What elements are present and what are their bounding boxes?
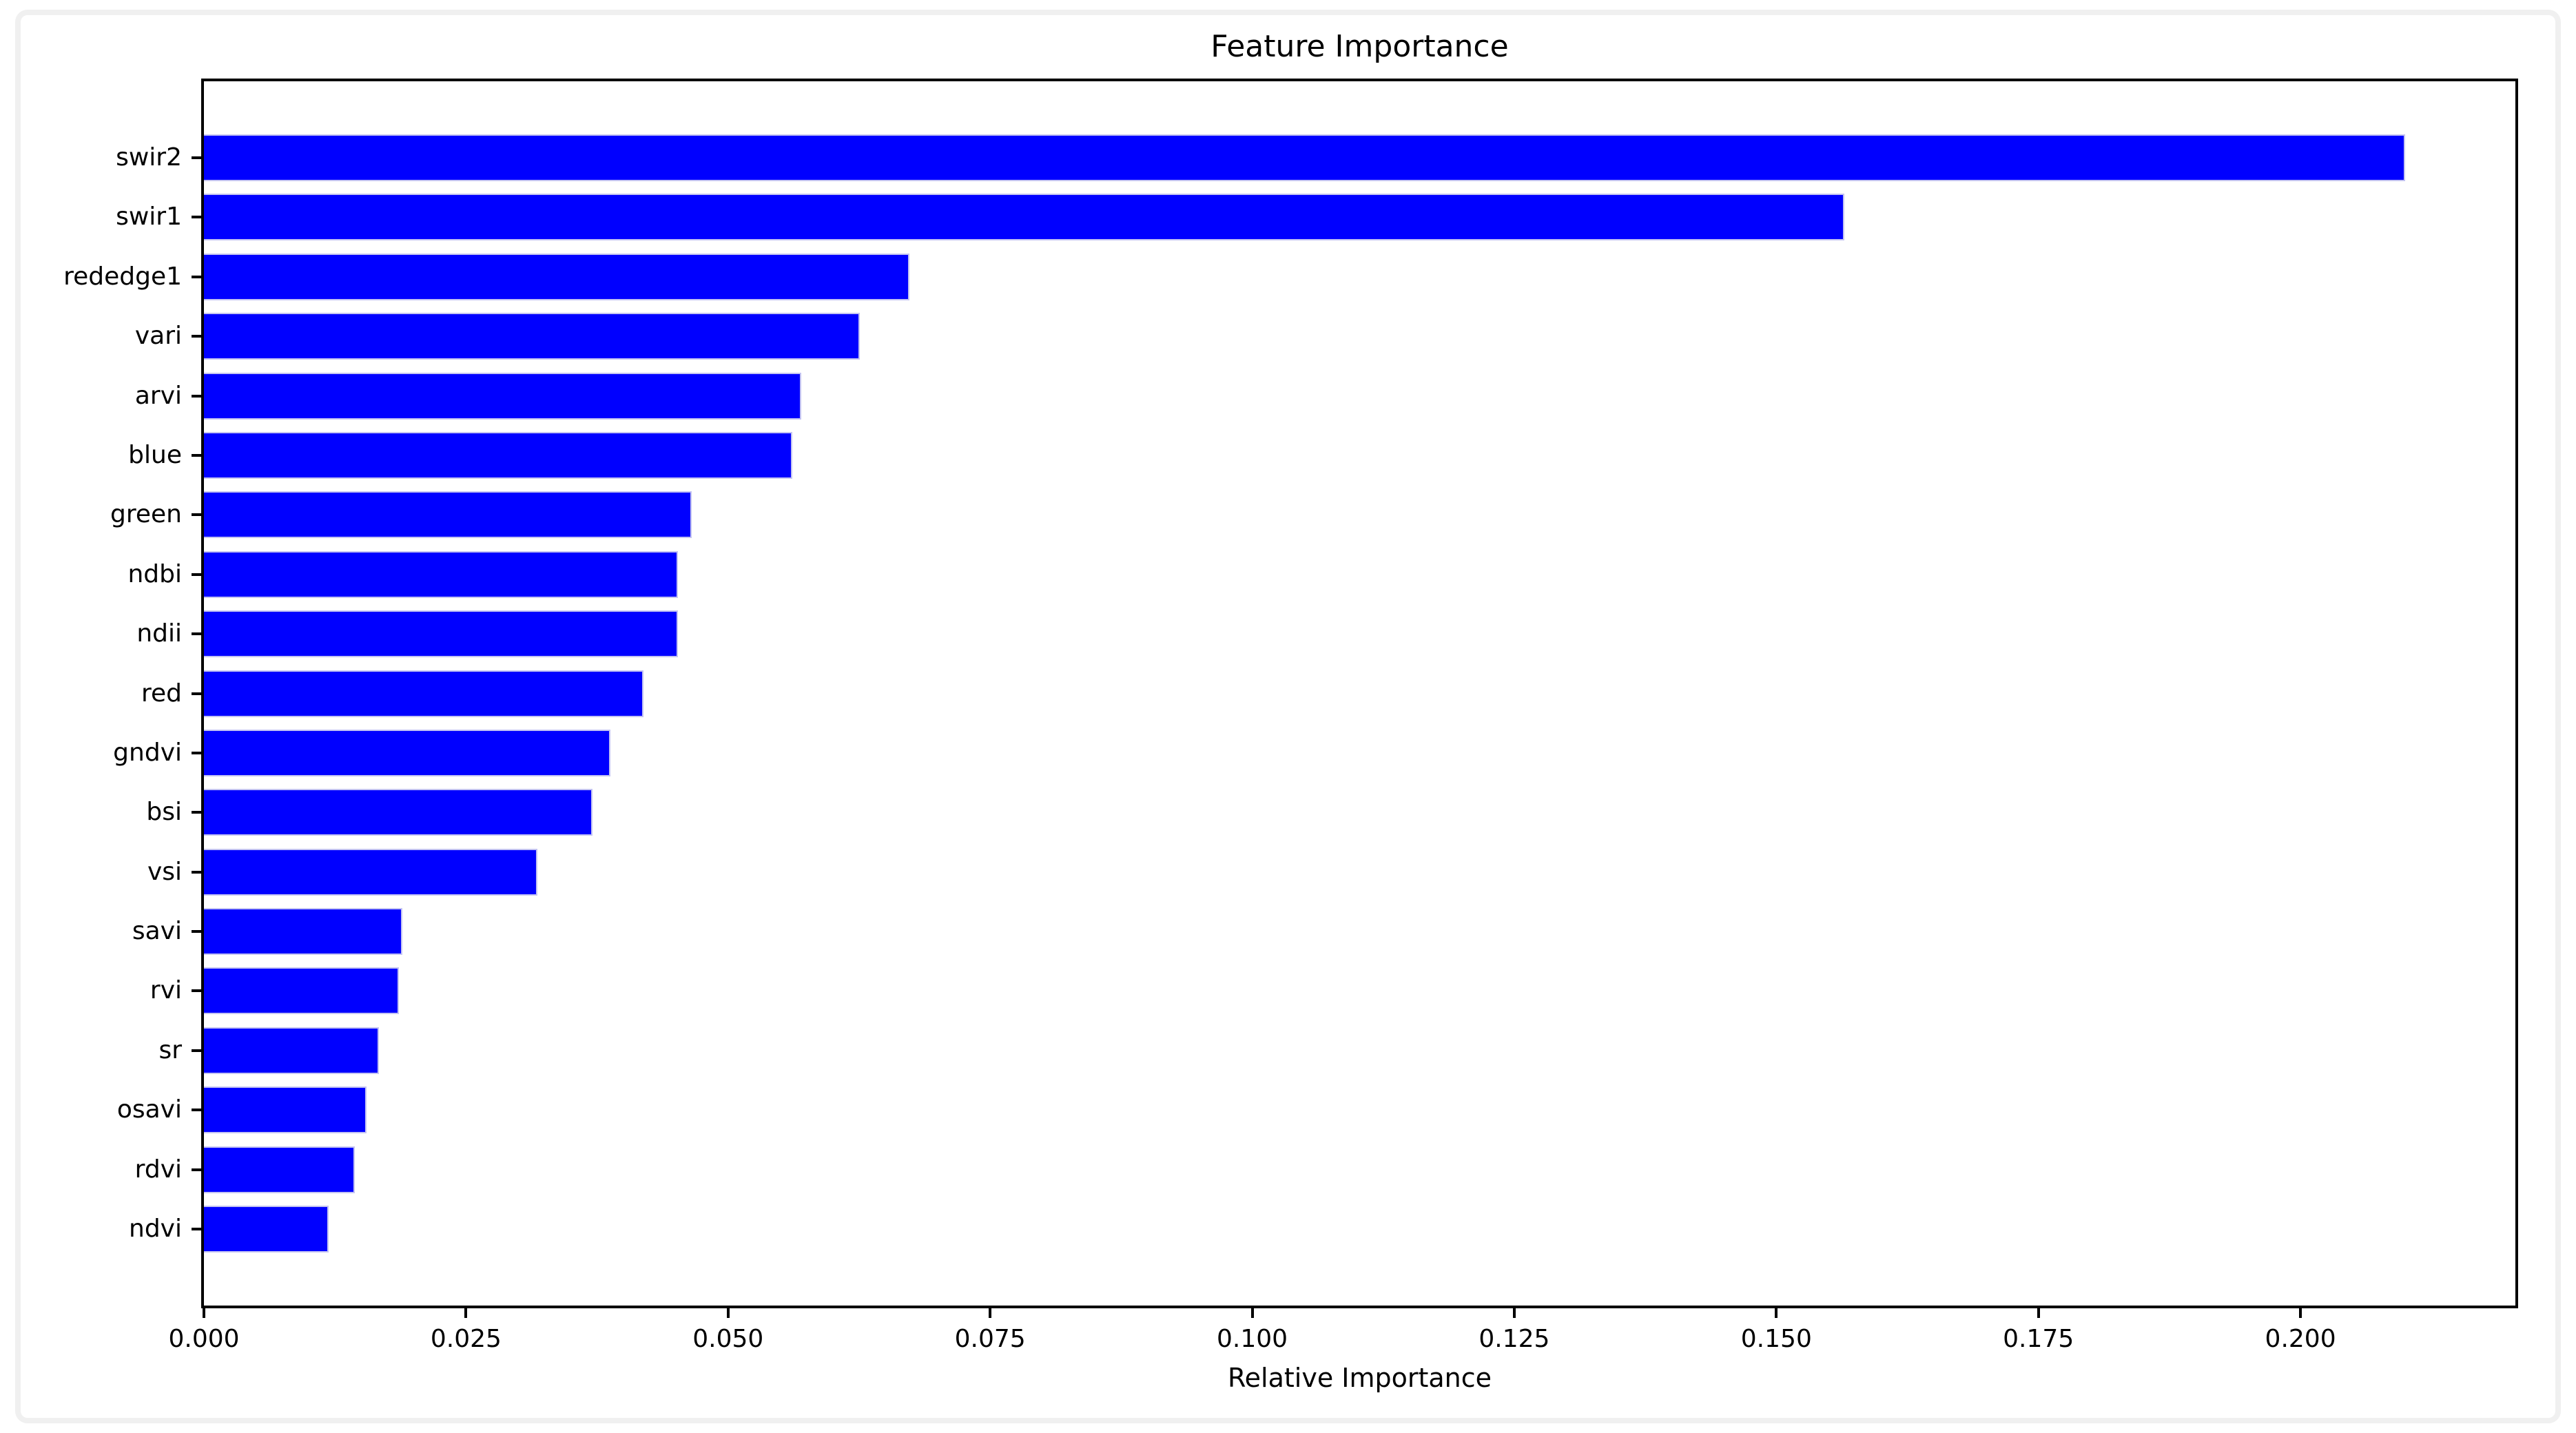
x-tick-label-0.075: 0.075 [954, 1325, 1026, 1353]
y-tick-label-vari: vari [134, 322, 182, 351]
y-tick-mark-blue [192, 453, 201, 457]
x-tick-label-0.150: 0.150 [1740, 1325, 1812, 1353]
bars-layer [204, 81, 2515, 1306]
y-tick-label-osavi: osavi [116, 1095, 182, 1124]
y-tick-mark-ndvi [192, 1228, 201, 1230]
y-tick-label-sr: sr [158, 1035, 182, 1064]
bar-rdvi [204, 1146, 356, 1193]
y-tick-mark-vari [192, 335, 201, 338]
plot-area [201, 79, 2518, 1308]
y-tick-mark-swir1 [192, 216, 201, 219]
x-tick-label-0.050: 0.050 [692, 1325, 764, 1353]
x-tick-mark-0.075 [989, 1308, 992, 1318]
bar-vari [204, 313, 861, 360]
bar-rvi [204, 967, 399, 1015]
y-tick-label-vsi: vsi [147, 857, 182, 886]
y-tick-mark-green [192, 513, 201, 517]
y-tick-mark-red [192, 692, 201, 695]
y-tick-mark-osavi [192, 1109, 201, 1112]
bar-gndvi [204, 729, 611, 776]
y-tick-label-ndbi: ndbi [127, 559, 182, 588]
bar-arvi [204, 372, 802, 420]
bar-ndvi [204, 1206, 329, 1252]
x-tick-mark-0.050 [726, 1308, 730, 1318]
bar-vsi [204, 848, 537, 896]
bar-red [204, 670, 643, 717]
x-tick-mark-0.175 [2037, 1308, 2040, 1318]
x-tick-mark-0.125 [1512, 1308, 1516, 1318]
y-tick-mark-arvi [192, 394, 201, 398]
y-tick-mark-sr [192, 1049, 201, 1052]
x-axis-label: Relative Importance [1227, 1363, 1492, 1393]
y-tick-label-green: green [110, 500, 182, 529]
y-tick-label-savi: savi [132, 917, 182, 946]
y-tick-label-blue: blue [128, 440, 182, 469]
y-tick-label-ndvi: ndvi [129, 1215, 182, 1243]
bar-bsi [204, 789, 593, 836]
bar-osavi [204, 1086, 367, 1134]
y-tick-label-swir2: swir2 [116, 143, 182, 172]
y-tick-label-rdvi: rdvi [134, 1155, 182, 1184]
x-tick-label-0.200: 0.200 [2265, 1325, 2336, 1353]
x-tick-label-0.100: 0.100 [1217, 1325, 1288, 1353]
x-tick-mark-0.100 [1250, 1308, 1254, 1318]
y-tick-mark-gndvi [192, 751, 201, 754]
bar-savi [204, 908, 402, 956]
x-tick-label-0.125: 0.125 [1478, 1325, 1550, 1353]
y-tick-mark-rdvi [192, 1168, 201, 1171]
y-tick-mark-rededge1 [192, 275, 201, 278]
y-tick-label-rededge1: rededge1 [63, 262, 182, 291]
y-tick-label-rvi: rvi [150, 976, 182, 1005]
y-tick-mark-vsi [192, 870, 201, 874]
x-tick-mark-0.000 [203, 1308, 205, 1318]
y-tick-label-red: red [141, 679, 182, 708]
y-tick-mark-rvi [192, 989, 201, 993]
y-tick-mark-savi [192, 930, 201, 934]
bar-swir2 [204, 134, 2406, 181]
bar-sr [204, 1027, 380, 1074]
bar-rededge1 [204, 253, 909, 300]
x-tick-label-0.175: 0.175 [2003, 1325, 2074, 1353]
bar-ndii [204, 610, 678, 658]
x-tick-mark-0.150 [1775, 1308, 1778, 1318]
y-tick-mark-bsi [192, 811, 201, 814]
y-tick-mark-ndii [192, 632, 201, 636]
x-tick-mark-0.200 [2299, 1308, 2302, 1318]
y-tick-label-swir1: swir1 [116, 203, 182, 231]
x-tick-label-0.000: 0.000 [168, 1325, 240, 1353]
bar-blue [204, 431, 792, 479]
y-tick-mark-ndbi [192, 573, 201, 576]
y-tick-label-gndvi: gndvi [113, 738, 182, 767]
bar-swir1 [204, 194, 1845, 241]
chart-title: Feature Importance [1210, 29, 1509, 64]
bar-green [204, 491, 692, 539]
y-tick-label-arvi: arvi [134, 381, 182, 410]
x-tick-label-0.025: 0.025 [430, 1325, 502, 1353]
bar-ndbi [204, 550, 678, 598]
y-tick-label-ndii: ndii [136, 619, 182, 648]
y-tick-label-bsi: bsi [146, 798, 182, 827]
x-tick-mark-0.025 [464, 1308, 468, 1318]
y-tick-mark-swir2 [192, 156, 201, 159]
